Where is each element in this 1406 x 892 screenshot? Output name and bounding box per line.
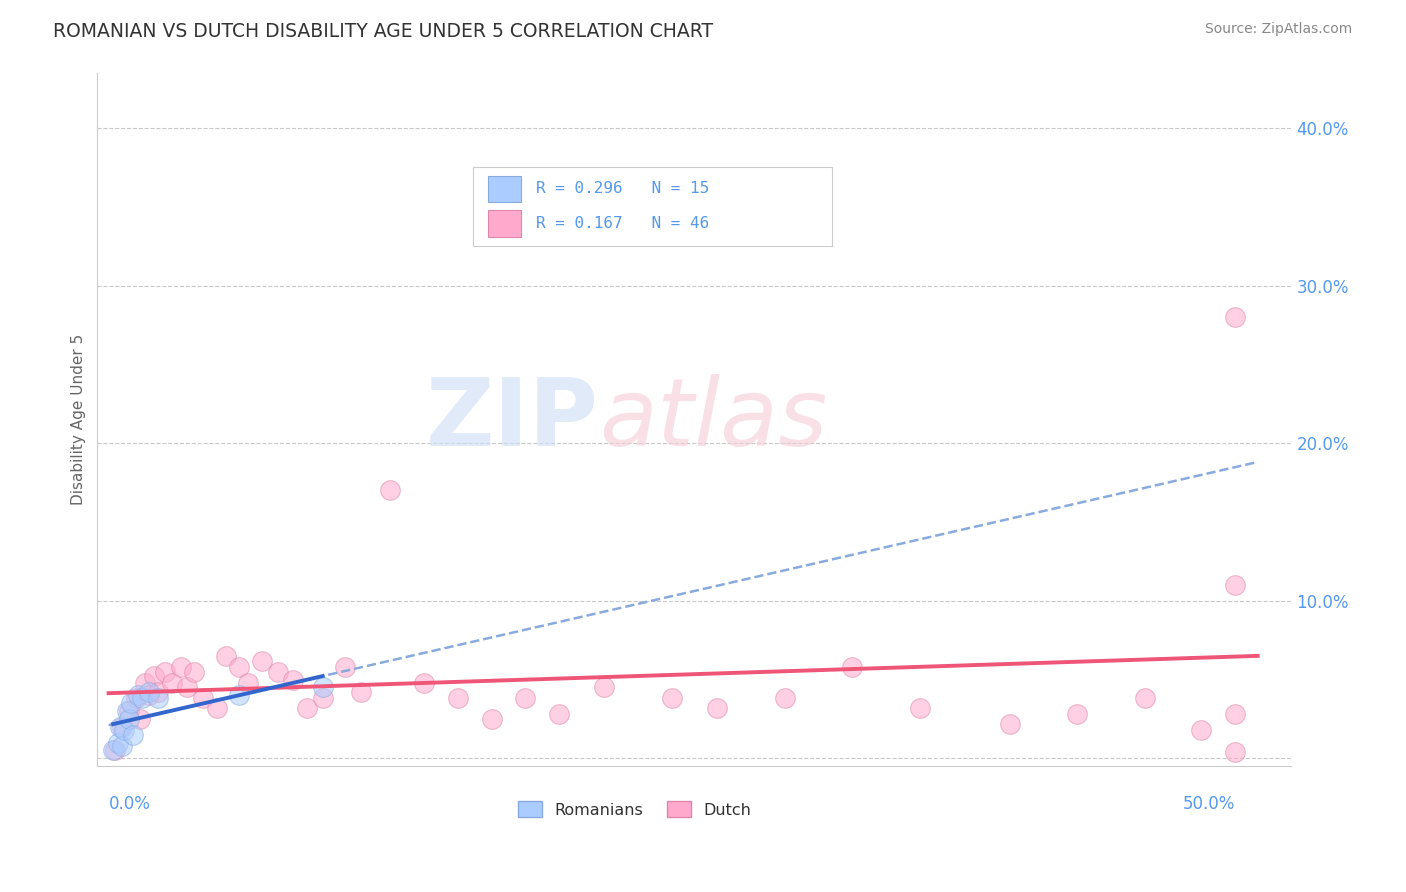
Point: [153, 665, 176, 679]
Text: ZIP: ZIP: [426, 374, 599, 466]
Point: [350, 685, 373, 699]
Point: [120, 696, 142, 710]
Point: [515, 691, 537, 706]
Point: [266, 665, 288, 679]
Text: Source: ZipAtlas.com: Source: ZipAtlas.com: [1205, 22, 1353, 37]
Point: [138, 689, 160, 703]
Point: [481, 712, 503, 726]
Point: [238, 675, 260, 690]
Point: [998, 716, 1021, 731]
Point: [593, 681, 616, 695]
Point: [380, 483, 402, 498]
Point: [170, 660, 193, 674]
Point: [661, 691, 683, 706]
FancyBboxPatch shape: [474, 167, 832, 246]
Point: [118, 712, 141, 726]
FancyBboxPatch shape: [488, 211, 522, 236]
Point: [311, 691, 333, 706]
Point: [104, 743, 127, 757]
Point: [129, 712, 152, 726]
Point: [908, 701, 931, 715]
Point: [101, 743, 124, 757]
Point: [447, 691, 470, 706]
Point: [413, 675, 436, 690]
Point: [176, 681, 198, 695]
Point: [148, 685, 170, 699]
Point: [228, 660, 250, 674]
Point: [548, 707, 571, 722]
Text: ROMANIAN VS DUTCH DISABILITY AGE UNDER 5 CORRELATION CHART: ROMANIAN VS DUTCH DISABILITY AGE UNDER 5…: [53, 22, 714, 41]
Text: 50.0%: 50.0%: [1182, 795, 1234, 813]
Point: [127, 689, 149, 703]
Point: [122, 728, 145, 742]
Point: [250, 654, 273, 668]
Text: atlas: atlas: [599, 374, 827, 465]
Point: [1189, 723, 1212, 737]
Legend: Romanians, Dutch: Romanians, Dutch: [512, 795, 758, 824]
Point: [335, 660, 357, 674]
Point: [111, 739, 134, 753]
Point: [841, 660, 863, 674]
Point: [311, 681, 333, 695]
Point: [134, 675, 156, 690]
Point: [107, 735, 129, 749]
Point: [108, 720, 131, 734]
Point: [773, 691, 796, 706]
Point: [215, 648, 238, 663]
Point: [124, 691, 146, 706]
Point: [138, 685, 160, 699]
Point: [160, 675, 183, 690]
Point: [1223, 707, 1246, 722]
Point: [148, 691, 170, 706]
Text: R = 0.296   N = 15: R = 0.296 N = 15: [536, 181, 709, 196]
FancyBboxPatch shape: [488, 176, 522, 202]
Text: 0.0%: 0.0%: [108, 795, 150, 813]
Point: [283, 673, 305, 687]
Point: [193, 691, 215, 706]
Point: [183, 665, 205, 679]
Point: [131, 691, 153, 706]
Point: [295, 701, 318, 715]
Point: [1133, 691, 1156, 706]
Point: [118, 704, 141, 718]
Text: R = 0.167   N = 46: R = 0.167 N = 46: [536, 216, 709, 231]
Point: [115, 704, 138, 718]
Y-axis label: Disability Age Under 5: Disability Age Under 5: [72, 334, 86, 505]
Point: [228, 689, 250, 703]
Point: [1066, 707, 1088, 722]
Point: [706, 701, 728, 715]
Point: [205, 701, 228, 715]
Point: [111, 720, 134, 734]
Point: [112, 723, 135, 737]
Point: [1223, 578, 1246, 592]
Point: [1223, 745, 1246, 759]
Point: [1223, 310, 1246, 325]
Point: [142, 669, 165, 683]
